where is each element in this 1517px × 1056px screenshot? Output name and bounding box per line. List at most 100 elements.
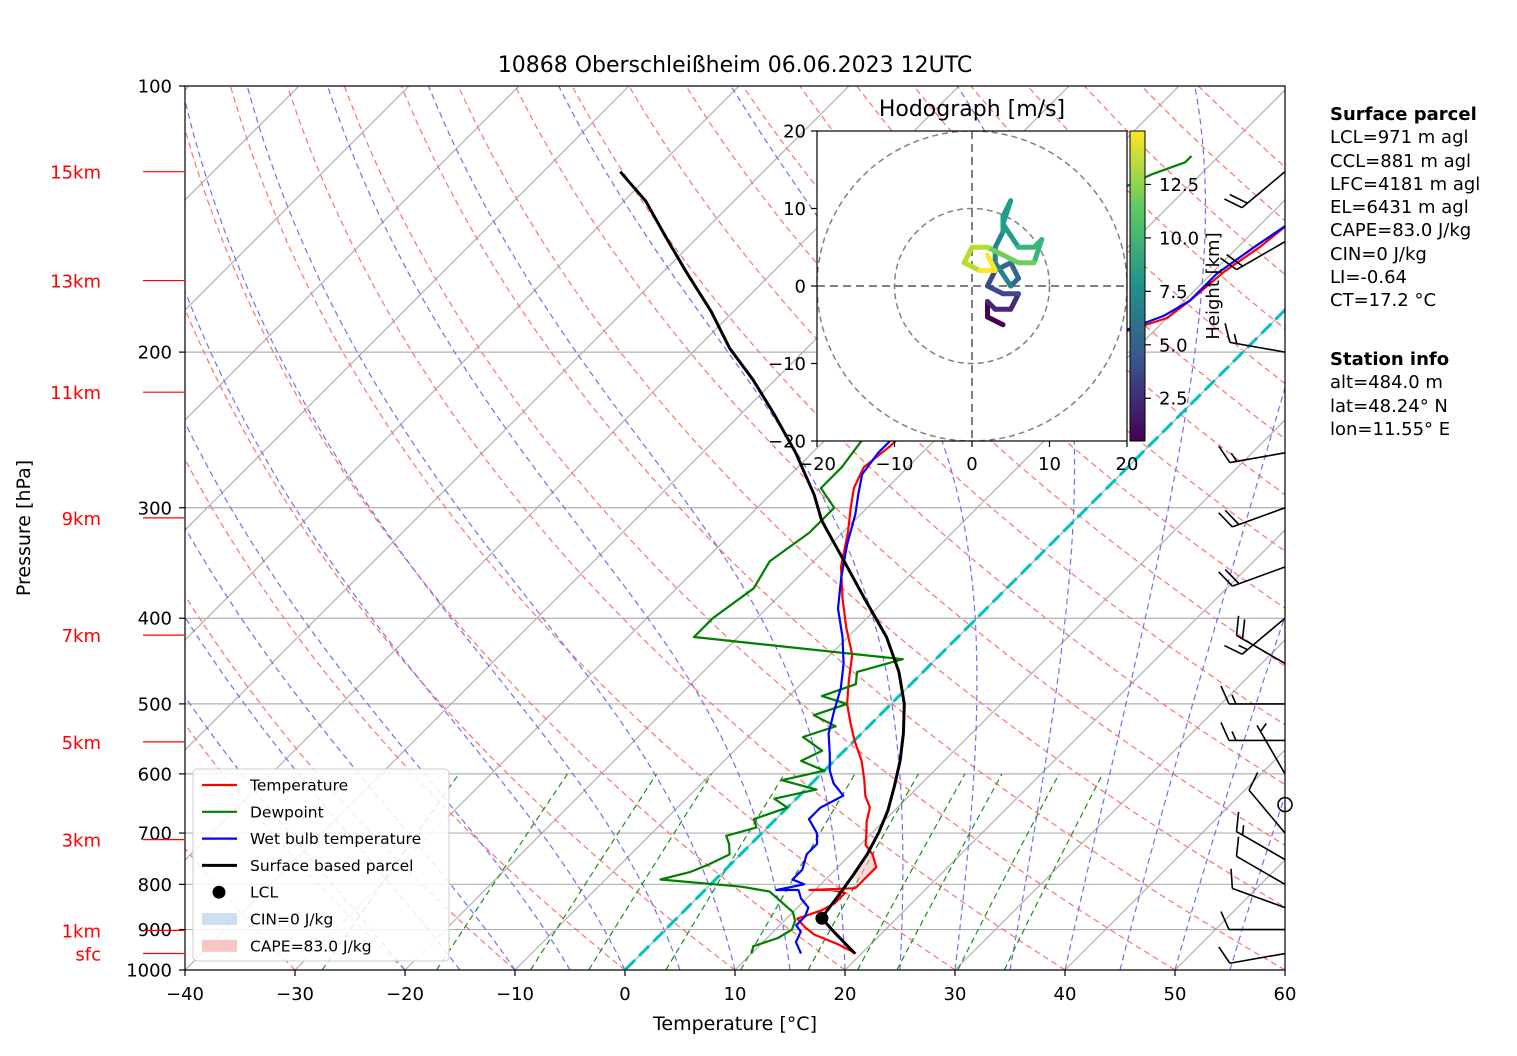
moist-adiabat bbox=[427, 86, 846, 970]
hodograph-x-tick-label: −10 bbox=[876, 454, 914, 475]
wind-barb-feather bbox=[1241, 825, 1245, 836]
hodograph-grid bbox=[817, 131, 1127, 441]
isotherm-line bbox=[185, 86, 410, 311]
height-label: 9km bbox=[62, 509, 101, 530]
wind-barb-staff bbox=[1236, 240, 1286, 271]
mixing-ratio-line bbox=[588, 773, 713, 970]
height-label: 1km bbox=[62, 921, 101, 942]
wind-barb-feather bbox=[1220, 722, 1230, 741]
colorbar-tick-label: 12.5 bbox=[1159, 175, 1199, 196]
dry-adiabat bbox=[185, 127, 846, 970]
hodograph-x-tick-label: 10 bbox=[1038, 454, 1061, 475]
height-label: sfc bbox=[75, 945, 101, 966]
y-tick-label: 500 bbox=[138, 694, 172, 715]
hodograph: −20−20 −10 −10 0 0 10 10 20 20 Hodograph [m/s] 2… bbox=[768, 97, 1224, 475]
wind-barb-feather bbox=[1238, 644, 1248, 651]
lcl-marker bbox=[815, 911, 829, 925]
axes: −40 −30 −20 −10 0 10 20 30 40 50 60100200300400500… bbox=[50, 77, 1296, 1006]
parcel-line bbox=[619, 170, 906, 955]
colorbar-tick-label: 5.0 bbox=[1159, 335, 1188, 356]
hodograph-segment bbox=[1008, 291, 1021, 312]
wind-barb-feather bbox=[1220, 257, 1237, 271]
wind-barb-staff bbox=[1232, 566, 1286, 587]
station-lat: lat=48.24° N bbox=[1330, 395, 1448, 417]
mixing-ratio-line bbox=[665, 773, 786, 970]
colorbar bbox=[1129, 130, 1146, 442]
surface-parcel-lcl: LCL=971 m agl bbox=[1330, 127, 1469, 149]
moist-adiabat bbox=[185, 421, 571, 970]
isotherm-line bbox=[185, 86, 520, 421]
hodograph-segment bbox=[985, 252, 998, 273]
y-tick-label: 700 bbox=[138, 824, 172, 845]
moist-adiabat bbox=[185, 526, 516, 970]
colorbar-label: Height [km] bbox=[1203, 232, 1224, 339]
moist-adiabat bbox=[1119, 385, 1285, 970]
surface-parcel-li: LI=-0.64 bbox=[1330, 267, 1407, 289]
dry-adiabat bbox=[514, 86, 1285, 846]
hodograph-x-tick-label: 20 bbox=[1116, 454, 1139, 475]
height-label: 13km bbox=[50, 272, 101, 293]
colorbar-tick-label: 2.5 bbox=[1159, 389, 1188, 410]
x-tick-label: 20 bbox=[834, 984, 857, 1005]
isotherm-line bbox=[844, 529, 1285, 970]
zero-isotherm-line bbox=[623, 307, 1285, 970]
y-tick-label: 400 bbox=[138, 609, 172, 630]
hodograph-x-tick-label: 0 bbox=[966, 454, 977, 475]
moist-adiabat bbox=[1229, 793, 1285, 970]
hodograph-segment bbox=[985, 244, 1006, 258]
legend-box bbox=[192, 768, 450, 962]
height-label: 7km bbox=[62, 626, 101, 647]
wind-barb-feather bbox=[1218, 946, 1231, 964]
legend-swatch-marker bbox=[212, 885, 226, 899]
hodograph-ring bbox=[893, 207, 1051, 365]
wind-barb-feather bbox=[1235, 836, 1240, 857]
station-info-panel: Station info alt=484.0 m lat=48.24° N lo… bbox=[1330, 348, 1450, 441]
hodograph-y-tick-label: −10 bbox=[768, 354, 806, 375]
hodograph-y-tick-label: 20 bbox=[783, 122, 806, 143]
x-tick-label: −10 bbox=[496, 984, 534, 1005]
wind-barb-feather bbox=[1229, 193, 1248, 204]
moist-adiabat bbox=[1064, 86, 1206, 970]
hodograph-background bbox=[817, 131, 1127, 441]
wind-barb-feather bbox=[1231, 694, 1237, 705]
mixing-ratio-line bbox=[857, 773, 966, 970]
chart-title: 10868 Oberschleißheim 06.06.2023 12UTC bbox=[498, 53, 973, 78]
wind-barb-feather bbox=[1233, 333, 1238, 344]
dry-adiabat bbox=[400, 86, 1285, 970]
height-label: 11km bbox=[50, 383, 101, 404]
y-axis-label: Pressure [hPa] bbox=[13, 460, 35, 596]
mixing-ratio-line bbox=[957, 773, 1060, 970]
x-tick-label: −20 bbox=[386, 984, 424, 1005]
hodograph-y-tick-label: −20 bbox=[768, 432, 806, 453]
y-tick-label: 800 bbox=[138, 875, 172, 896]
legend-label: CIN=0 J/kg bbox=[250, 911, 333, 929]
hodograph-segment bbox=[1008, 260, 1021, 281]
wind-barb-feather bbox=[1231, 731, 1237, 741]
hodograph-y-tick-label: 10 bbox=[783, 199, 806, 220]
dry-adiabat bbox=[343, 86, 1176, 970]
hodograph-title: Hodograph [m/s] bbox=[879, 97, 1065, 122]
surface-parcel-heading: Surface parcel bbox=[1330, 104, 1477, 125]
legend-swatch-fill bbox=[202, 913, 237, 925]
dry-adiabat bbox=[229, 86, 956, 970]
surface-parcel-ccl: CCL=881 m agl bbox=[1330, 150, 1472, 172]
legend-label: CAPE=83.0 J/kg bbox=[250, 937, 372, 955]
wind-barb-feather bbox=[1220, 685, 1230, 705]
surface-parcel-lfc: LFC=4181 m agl bbox=[1330, 173, 1481, 195]
x-tick-label: 0 bbox=[619, 984, 630, 1005]
y-tick-label: 1000 bbox=[126, 961, 172, 982]
x-tick-label: 10 bbox=[724, 984, 747, 1005]
mixing-ratio-line bbox=[530, 773, 658, 970]
legend-swatch-fill bbox=[202, 939, 237, 952]
x-axis-label: Temperature [°C] bbox=[652, 1013, 817, 1035]
hodograph-x-tick-label: −20 bbox=[798, 454, 836, 475]
wind-barb-feather bbox=[1224, 644, 1243, 655]
hodograph-segment bbox=[1000, 252, 1021, 266]
colorbar-ticks: 2.5 5.0 7.5 10.0 12.5 bbox=[1145, 175, 1199, 410]
surface-parcel-ct: CT=17.2 °C bbox=[1330, 290, 1437, 312]
wind-barb-feather bbox=[1220, 911, 1230, 930]
height-label: 5km bbox=[62, 733, 101, 754]
x-tick-label: 30 bbox=[944, 984, 967, 1005]
moist-adiabat bbox=[956, 86, 1076, 970]
